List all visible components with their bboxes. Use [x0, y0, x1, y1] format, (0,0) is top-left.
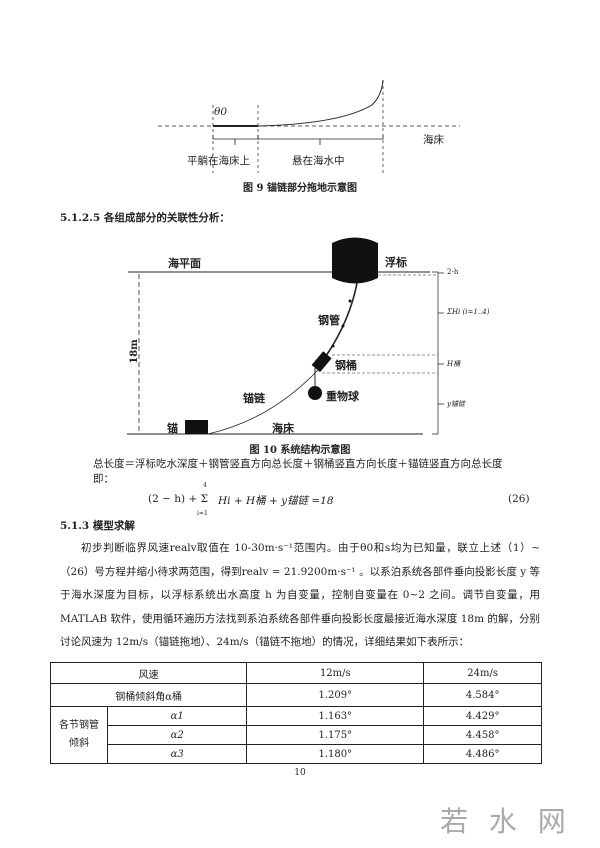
lying-label: 平躺在海床上 [187, 155, 250, 167]
table-row: 各节钢管倾斜 α1 1.163° 4.429° [50, 706, 542, 764]
anchor-label: 锚 [167, 422, 178, 435]
figure-10-caption: 图 10 系统结构示意图 [249, 445, 351, 456]
table-cell: 1.175° [246, 725, 425, 745]
results-table: 风速 12m/s 24m/s 钢桶倾斜角α桶 1.209° 4.584° 各节钢… [49, 662, 542, 764]
table-cell: 4.458° [423, 725, 542, 745]
barrel-angle-label: 钢桶倾斜角α桶 [49, 683, 248, 707]
table-row: α3 1.180° 4.486° [51, 744, 542, 764]
equation-lhs: (2 − h) + Σ [148, 493, 209, 505]
header-12: 12m/s [246, 662, 425, 684]
buoy-label: 浮标 [385, 256, 407, 269]
table-cell: α3 [106, 744, 248, 764]
sea-surface-label: 海平面 [168, 257, 201, 270]
steel-barrel-label: 钢桶 [335, 359, 357, 372]
table-cell: α2 [106, 725, 248, 745]
section-513-heading: 5.1.3 模型求解 [60, 520, 135, 532]
steel-pipe-label: 钢管 [318, 314, 340, 327]
length-definition: 总长度＝浮标吃水深度＋钢管竖直方向总长度＋钢桶竖直方向长度＋锚链竖直方向总长度 [93, 458, 503, 470]
table-cell: 1.180° [246, 744, 425, 764]
table-cell: α1 [106, 706, 248, 726]
pipe-sum-label: ΣHi (i=1..4) [447, 308, 490, 316]
table-row: 钢桶倾斜角α桶 1.209° 4.584° [49, 683, 542, 707]
table-cell: 4.486° [423, 744, 542, 764]
table-cell: 1.163° [246, 706, 425, 726]
barrel-height-label: H桶 [447, 360, 461, 368]
chain-height-label: y锚链 [447, 400, 465, 408]
equation-sum-bottom: i=1 [197, 510, 208, 517]
watermark-logo: 若 水 网 [440, 805, 572, 838]
figure-9-caption: 图 9 锚链部分拖地示意图 [243, 183, 357, 194]
table-cell: 4.429° [423, 706, 542, 726]
table-row: α2 1.175° 4.458° [51, 725, 542, 745]
header-wind-speed: 风速 [49, 662, 248, 684]
table-cell: 1.209° [246, 683, 425, 707]
equation-number: (26) [508, 493, 530, 505]
equation-sum-top: 4 [203, 482, 207, 489]
theta-label: θ0 [214, 106, 228, 118]
solution-paragraph: 初步判断临界风速realv取值在 10-30m·s⁻¹范围内。由于θ0和s均为已… [60, 542, 540, 648]
that-is: 即： [93, 473, 114, 485]
section-heading: 5.1.2.5 各组成部分的关联性分析： [60, 212, 230, 224]
equation-rest: Hi + H桶 + y锚链 =18 [218, 495, 334, 507]
suspended-label: 悬在海水中 [292, 155, 345, 167]
anchor-chain-label: 锚链 [243, 392, 265, 405]
weight-ball-label: 重物球 [326, 390, 359, 403]
table-cell: 4.584° [423, 683, 542, 707]
seabed-label: 海床 [423, 134, 444, 146]
pipe-angle-group-label: 各节钢管倾斜 [50, 706, 108, 764]
draft-label: 2-h [447, 268, 459, 276]
header-24: 24m/s [423, 662, 542, 684]
depth-label: 18m [128, 339, 140, 364]
page-number: 10 [294, 768, 306, 778]
table-row: 风速 12m/s 24m/s [49, 662, 542, 684]
seabed-label-fig10: 海床 [272, 422, 294, 435]
